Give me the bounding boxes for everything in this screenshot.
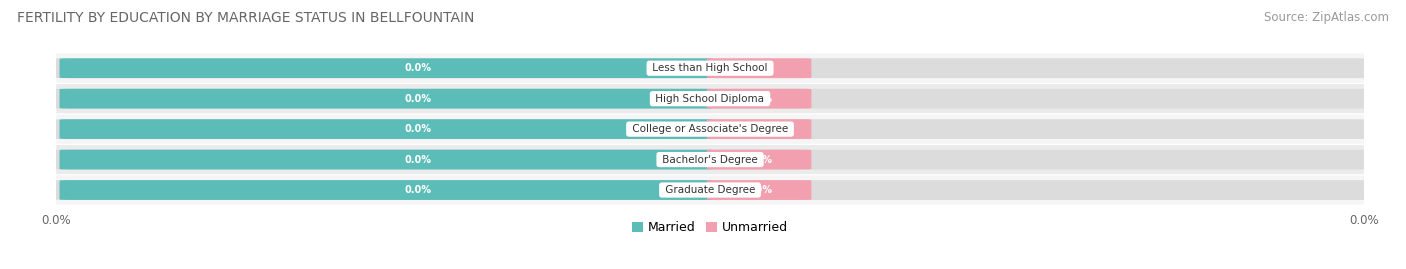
Text: Less than High School: Less than High School xyxy=(650,63,770,73)
FancyBboxPatch shape xyxy=(56,145,1364,174)
FancyBboxPatch shape xyxy=(53,89,1367,109)
Text: 0.0%: 0.0% xyxy=(745,63,772,73)
FancyBboxPatch shape xyxy=(707,58,811,78)
Text: 0.0%: 0.0% xyxy=(745,185,772,195)
FancyBboxPatch shape xyxy=(53,58,1367,78)
Text: 0.0%: 0.0% xyxy=(405,63,432,73)
FancyBboxPatch shape xyxy=(59,89,713,109)
Text: FERTILITY BY EDUCATION BY MARRIAGE STATUS IN BELLFOUNTAIN: FERTILITY BY EDUCATION BY MARRIAGE STATU… xyxy=(17,11,474,25)
Text: 0.0%: 0.0% xyxy=(405,185,432,195)
FancyBboxPatch shape xyxy=(53,150,1367,169)
FancyBboxPatch shape xyxy=(53,119,1367,139)
Text: 0.0%: 0.0% xyxy=(745,124,772,134)
FancyBboxPatch shape xyxy=(56,84,1364,113)
FancyBboxPatch shape xyxy=(53,180,1367,200)
FancyBboxPatch shape xyxy=(56,54,1364,83)
FancyBboxPatch shape xyxy=(59,180,713,200)
FancyBboxPatch shape xyxy=(56,175,1364,205)
Text: 0.0%: 0.0% xyxy=(745,155,772,165)
FancyBboxPatch shape xyxy=(59,58,713,78)
FancyBboxPatch shape xyxy=(59,119,713,139)
FancyBboxPatch shape xyxy=(707,119,811,139)
FancyBboxPatch shape xyxy=(56,115,1364,144)
Text: Bachelor's Degree: Bachelor's Degree xyxy=(659,155,761,165)
FancyBboxPatch shape xyxy=(707,180,811,200)
Text: 0.0%: 0.0% xyxy=(405,155,432,165)
Text: 0.0%: 0.0% xyxy=(405,94,432,104)
Text: College or Associate's Degree: College or Associate's Degree xyxy=(628,124,792,134)
Text: Graduate Degree: Graduate Degree xyxy=(662,185,758,195)
FancyBboxPatch shape xyxy=(707,150,811,169)
Text: 0.0%: 0.0% xyxy=(405,124,432,134)
FancyBboxPatch shape xyxy=(59,150,713,169)
Text: Source: ZipAtlas.com: Source: ZipAtlas.com xyxy=(1264,11,1389,24)
Text: High School Diploma: High School Diploma xyxy=(652,94,768,104)
FancyBboxPatch shape xyxy=(707,89,811,109)
Legend: Married, Unmarried: Married, Unmarried xyxy=(627,216,793,239)
Text: 0.0%: 0.0% xyxy=(745,94,772,104)
